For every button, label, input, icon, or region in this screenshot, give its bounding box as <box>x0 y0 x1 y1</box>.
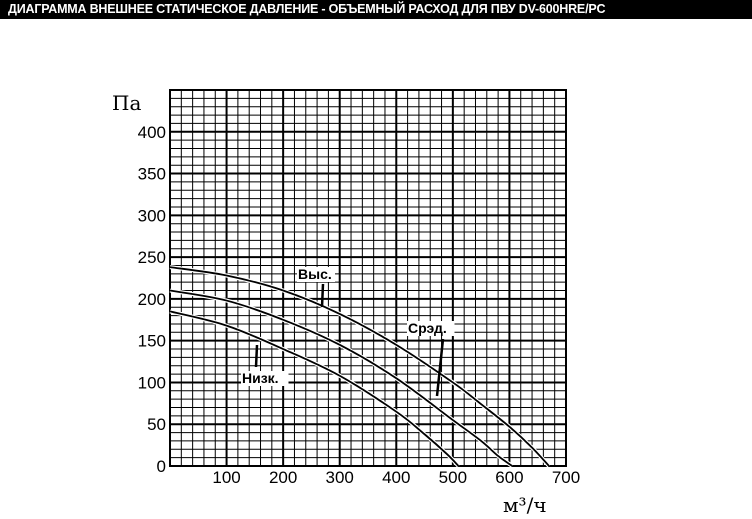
y-tick-label: 250 <box>138 248 166 267</box>
curve-labels-group: Выс. Срэд. Низк. <box>241 266 455 397</box>
curve-label-high: Выс. <box>298 266 332 282</box>
page-title-bar: ДИАГРАММА ВНЕШНЕЕ СТАТИЧЕСКОЕ ДАВЛЕНИЕ -… <box>0 0 752 19</box>
y-tick-labels: 0 50 100 150 200 250 300 350 400 <box>138 123 166 476</box>
curve-label-bg-medium <box>407 321 455 336</box>
grid-major-lines <box>170 90 566 466</box>
curve-label-bg-low <box>241 371 289 386</box>
y-tick-label: 100 <box>138 373 166 392</box>
y-tick-label: 200 <box>138 290 166 309</box>
x-tick-label: 500 <box>439 468 467 487</box>
x-tick-label: 400 <box>382 468 410 487</box>
curve-label-low: Низк. <box>242 370 279 386</box>
plot-frame <box>169 89 567 467</box>
x-tick-labels: 100 200 300 400 500 600 700 <box>212 468 580 487</box>
y-tick-label: 0 <box>157 457 166 476</box>
curve-label-leader-medium <box>435 338 445 397</box>
page-title: ДИАГРАММА ВНЕШНЕЕ СТАТИЧЕСКОЕ ДАВЛЕНИЕ -… <box>8 2 606 16</box>
x-tick-label: 200 <box>269 468 297 487</box>
y-tick-label: 300 <box>138 206 166 225</box>
x-tick-label: 300 <box>326 468 354 487</box>
curve-label-leader-high <box>320 283 325 308</box>
x-axis-label: м³/ч <box>503 493 547 517</box>
curve-label-leader-low <box>254 344 259 368</box>
y-tick-label: 400 <box>138 123 166 142</box>
x-tick-label: 100 <box>212 468 240 487</box>
curve-medium <box>169 289 513 467</box>
curve-low <box>169 310 460 467</box>
curve-high <box>169 266 550 467</box>
x-tick-label: 600 <box>495 468 523 487</box>
y-tick-label: 150 <box>138 332 166 351</box>
curve-label-bg-high <box>297 267 335 282</box>
y-tick-label: 50 <box>147 415 166 434</box>
curves-group <box>169 265 551 468</box>
curve-label-medium: Срэд. <box>408 320 447 336</box>
x-tick-label: 700 <box>552 468 580 487</box>
y-tick-label: 350 <box>138 165 166 184</box>
y-axis-label: Па <box>112 91 141 115</box>
